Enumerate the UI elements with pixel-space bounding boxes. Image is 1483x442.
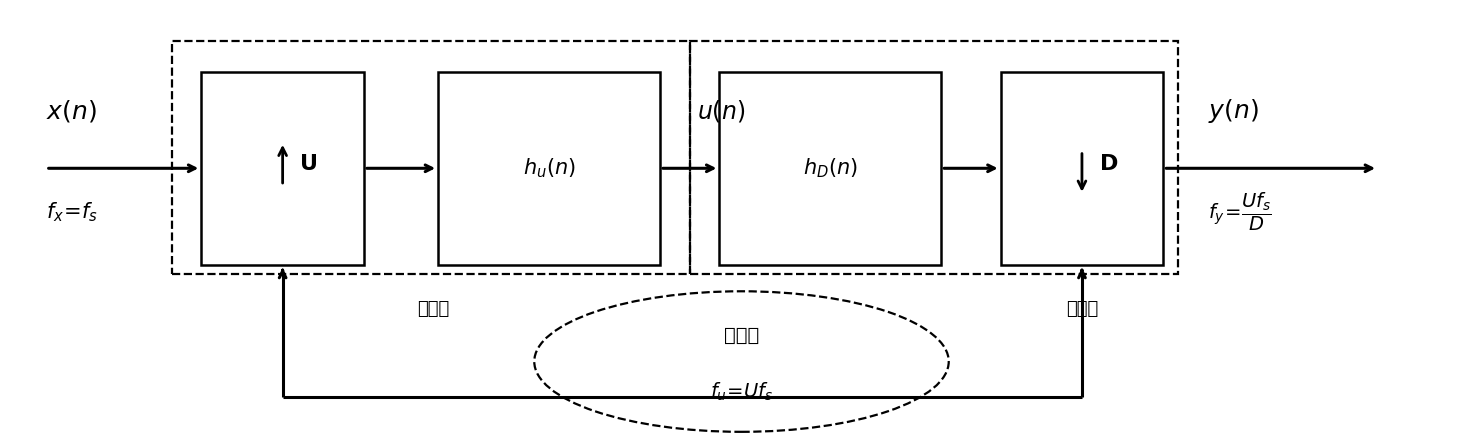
Text: $f_u\!=\!Uf_s$: $f_u\!=\!Uf_s$ — [710, 381, 773, 404]
Bar — [1001, 72, 1163, 265]
Bar — [172, 41, 690, 274]
Text: $f_y\!=\!\dfrac{Uf_s}{D}$: $f_y\!=\!\dfrac{Uf_s}{D}$ — [1207, 191, 1271, 233]
Text: 内插器: 内插器 — [417, 300, 449, 318]
Text: $x(n)$: $x(n)$ — [46, 98, 96, 124]
Bar — [719, 72, 942, 265]
Text: $y(n)$: $y(n)$ — [1207, 97, 1259, 125]
Text: D: D — [1100, 154, 1118, 174]
Bar — [690, 41, 1178, 274]
Text: U: U — [301, 154, 319, 174]
Text: $h_D(n)$: $h_D(n)$ — [802, 156, 857, 180]
Text: 抽取器: 抽取器 — [1066, 300, 1097, 318]
Bar — [202, 72, 363, 265]
Text: $h_u(n)$: $h_u(n)$ — [522, 156, 575, 180]
Text: $u(n)$: $u(n)$ — [697, 98, 746, 124]
Text: 采样率: 采样率 — [724, 326, 759, 345]
Text: $f_x\!=\!f_s$: $f_x\!=\!f_s$ — [46, 200, 98, 224]
Ellipse shape — [534, 291, 949, 432]
Bar — [437, 72, 660, 265]
